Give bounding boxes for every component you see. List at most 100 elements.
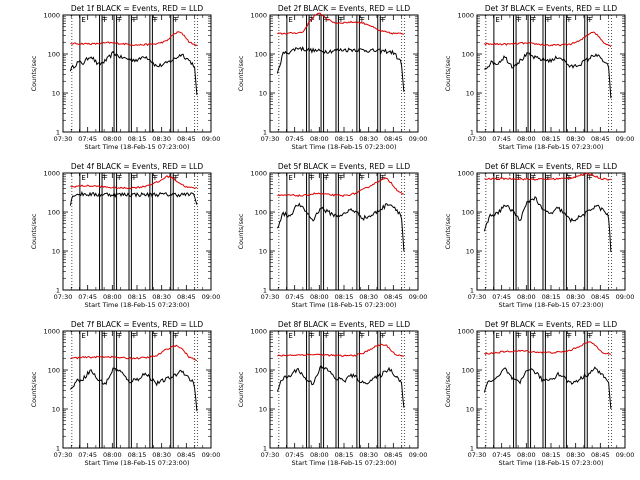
- x-tick-label: 08:45: [177, 293, 196, 301]
- x-tick-label: 09:00: [409, 451, 428, 459]
- y-tick-label: 1000: [250, 328, 267, 336]
- flag-label: F: [104, 174, 108, 182]
- y-tick-label: 1000: [250, 12, 267, 20]
- x-tick-label: 08:45: [591, 293, 610, 301]
- x-tick-label: 08:00: [103, 293, 122, 301]
- flag-label: F: [340, 174, 344, 182]
- flag-label: F: [589, 16, 593, 24]
- x-tick-label: 07:45: [78, 135, 97, 143]
- flag-label: E: [81, 16, 85, 24]
- panel-det-4: Det 4f BLACK = Events, RED = LLD 1 10 100 10…: [30, 162, 220, 309]
- panel-det-5: Det 5f BLACK = Events, RED = LLD 1 10 100 10…: [237, 162, 427, 309]
- flag-label: F: [530, 16, 534, 24]
- flag-label: F: [565, 174, 569, 182]
- x-axis-label: Start Time (18-Feb-15 07:23:00): [292, 301, 397, 309]
- x-tick-label: 07:45: [78, 451, 97, 459]
- series-lld-line: [70, 31, 198, 47]
- x-tick-label: 09:00: [409, 293, 428, 301]
- y-tick-label: 100: [48, 51, 60, 59]
- flag-label: F: [586, 174, 590, 182]
- flag-label: E: [495, 174, 499, 182]
- flag-label: F: [547, 174, 551, 182]
- panel-det-3: Det 3f BLACK = Events, RED = LLD 1 10 100 10…: [444, 4, 634, 151]
- x-tick-label: 07:45: [492, 135, 511, 143]
- flag-label: F: [133, 174, 137, 182]
- flag-label: F: [308, 174, 312, 182]
- y-tick-label: 10: [52, 248, 60, 256]
- y-axis-label: Counts/sec: [444, 371, 452, 407]
- flag-label: F: [568, 332, 572, 340]
- panel-title: Det 5f BLACK = Events, RED = LLD: [278, 162, 411, 171]
- plot-frame: [269, 330, 419, 449]
- series-lld-line: [277, 343, 405, 357]
- flag-label: F: [547, 332, 551, 340]
- x-tick-label: 07:30: [54, 135, 73, 143]
- flag-label: F: [545, 332, 549, 340]
- series-events-line: [276, 45, 405, 92]
- flag-label: F: [308, 16, 312, 24]
- flag-label: F: [133, 16, 137, 24]
- flag-label: E: [81, 332, 85, 340]
- flag-label: F: [532, 174, 536, 182]
- flag-label: F: [382, 174, 386, 182]
- series-events-line: [276, 364, 405, 408]
- plot-frame: [62, 172, 212, 291]
- flag-label: F: [116, 174, 120, 182]
- x-tick-label: 08:15: [542, 451, 561, 459]
- panel-det-8: Det 8f BLACK = Events, RED = LLD 1 10 100 10…: [237, 320, 427, 467]
- y-tick-label: 100: [48, 367, 60, 375]
- y-axis-label: Counts/sec: [444, 55, 452, 91]
- y-axis-label: Counts/sec: [237, 55, 245, 91]
- x-tick-label: 08:15: [542, 293, 561, 301]
- x-tick-label: 07:30: [468, 293, 487, 301]
- flag-label: F: [589, 174, 593, 182]
- y-tick-label: 100: [462, 209, 474, 217]
- flag-label: F: [545, 16, 549, 24]
- y-tick-label: 10: [52, 406, 60, 414]
- x-tick-label: 07:30: [54, 451, 73, 459]
- x-tick-label: 08:45: [177, 451, 196, 459]
- x-tick-label: 07:45: [285, 451, 304, 459]
- flag-label: F: [518, 332, 522, 340]
- plot-frame: [476, 330, 626, 449]
- x-tick-label: 08:15: [542, 135, 561, 143]
- series-lld-line: [484, 341, 612, 356]
- x-tick-label: 07:30: [468, 451, 487, 459]
- y-axis-label: Counts/sec: [237, 371, 245, 407]
- y-axis-label: Counts/sec: [30, 371, 38, 407]
- y-tick-label: 1: [470, 445, 474, 453]
- x-tick-label: 08:45: [384, 451, 403, 459]
- flag-label: F: [530, 174, 534, 182]
- y-tick-label: 10: [466, 90, 474, 98]
- panel-title: Det 6f BLACK = Events, RED = LLD: [485, 162, 618, 171]
- x-axis-label: Start Time (18-Feb-15 07:23:00): [499, 459, 604, 467]
- panel-title: Det 1f BLACK = Events, RED = LLD: [71, 4, 204, 13]
- flag-label: F: [325, 332, 329, 340]
- y-axis-label: Counts/sec: [30, 55, 38, 91]
- x-axis-label: Start Time (18-Feb-15 07:23:00): [292, 459, 397, 467]
- x-tick-label: 08:30: [152, 135, 171, 143]
- x-tick-label: 08:45: [384, 135, 403, 143]
- x-tick-label: 08:45: [384, 293, 403, 301]
- flag-label: F: [151, 16, 155, 24]
- flag-label: F: [131, 174, 135, 182]
- x-tick-label: 08:00: [517, 135, 536, 143]
- y-tick-label: 100: [255, 367, 267, 375]
- x-tick-label: 08:00: [310, 293, 329, 301]
- x-tick-label: 08:45: [591, 451, 610, 459]
- x-axis-label: Start Time (18-Feb-15 07:23:00): [85, 301, 190, 309]
- x-tick-label: 07:30: [261, 293, 280, 301]
- flag-label: F: [175, 16, 179, 24]
- flag-label: F: [154, 16, 158, 24]
- x-tick-label: 08:00: [517, 451, 536, 459]
- flag-label: F: [133, 332, 137, 340]
- flag-label: F: [172, 332, 176, 340]
- flag-label: F: [379, 332, 383, 340]
- series-lld-line: [484, 31, 612, 48]
- x-tick-label: 08:15: [335, 135, 354, 143]
- y-tick-label: 1: [263, 445, 267, 453]
- x-tick-label: 09:00: [202, 293, 221, 301]
- x-axis-label: Start Time (18-Feb-15 07:23:00): [499, 143, 604, 151]
- x-tick-label: 08:30: [152, 451, 171, 459]
- flag-label: F: [154, 174, 158, 182]
